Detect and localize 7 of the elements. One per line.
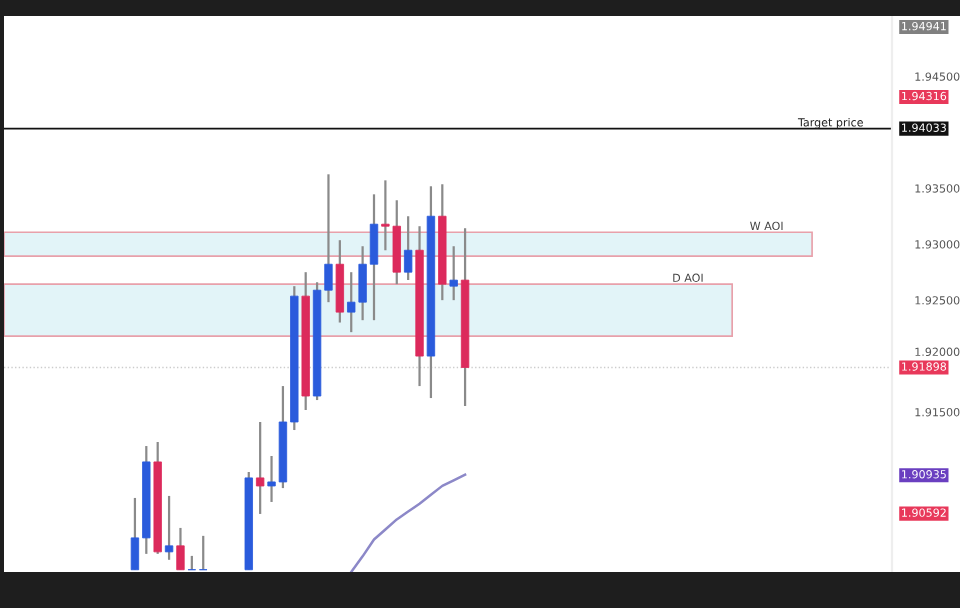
candlestick	[176, 526, 185, 571]
candlestick	[164, 494, 174, 561]
candlestick	[335, 239, 345, 324]
candlestick	[403, 215, 413, 282]
candlestick	[449, 245, 458, 302]
line-series	[349, 473, 467, 572]
candlestick	[255, 420, 265, 516]
